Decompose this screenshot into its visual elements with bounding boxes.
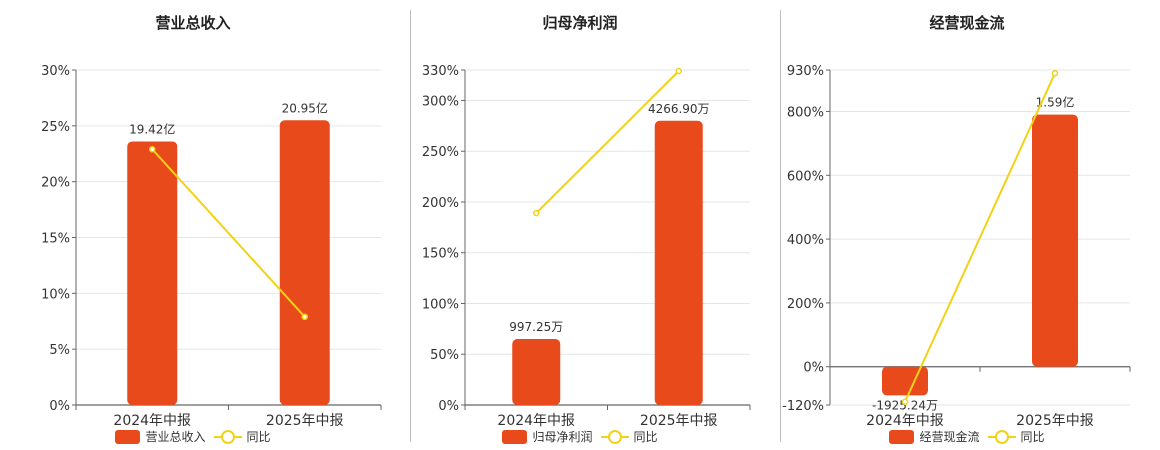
y-tick-label: 15% <box>41 232 70 247</box>
y-tick-label: 150% <box>422 247 459 262</box>
legend-bar-label: 经营现金流 <box>919 430 980 444</box>
line-point <box>301 313 308 321</box>
y-tick-label: 250% <box>422 145 459 160</box>
bar-data-label: -1925.24万 <box>872 398 938 412</box>
chart-title: 经营现金流 <box>929 14 1005 32</box>
legend-bar-swatch <box>889 429 915 444</box>
y-tick-label: 800% <box>787 105 824 120</box>
y-tick-label: 10% <box>41 287 70 302</box>
y-tick-label: 5% <box>49 343 70 358</box>
chart-svg-net-profit: 0% 50% 100% 150% 200% 250% 300% 330% 997.25万 4266… <box>422 64 751 429</box>
line-series <box>904 72 1056 403</box>
legend-line-icon <box>600 429 629 444</box>
y-tick-label: 300% <box>422 94 459 109</box>
x-tick-label: 2025年中报 <box>640 413 718 429</box>
bar <box>512 339 561 405</box>
y-tick-label: 930% <box>787 64 824 79</box>
y-tick-label: 100% <box>422 297 459 312</box>
y-tick-label: 30% <box>41 64 70 79</box>
x-tick-label: 2024年中报 <box>113 413 191 429</box>
line-series <box>151 148 306 318</box>
x-tick-label: 2025年中报 <box>266 413 344 429</box>
legend-item-line[interactable]: 同比 <box>987 428 1045 445</box>
bar <box>654 120 703 406</box>
legend-item-line[interactable]: 同比 <box>600 428 658 445</box>
chart-svg-revenue: 0% 5% 10% 15% 20% 25% 30% 19.42亿 20.95亿 2024年中报 20… <box>41 64 382 429</box>
line-point <box>675 67 682 75</box>
y-tick-label: 20% <box>41 176 70 191</box>
bar <box>127 141 178 405</box>
chart-svg-cash-flow: -120% 0% 200% 400% 600% 800% 930% -1925.24万 1.59… <box>782 64 1131 429</box>
legend-bar-label: 归母净利润 <box>532 430 593 444</box>
bar-data-label: 19.42亿 <box>129 121 175 136</box>
line-point <box>149 146 156 153</box>
legend: 营业总收入 同比 <box>0 428 386 445</box>
legend-line-icon <box>213 429 242 444</box>
y-tick-label: 25% <box>41 120 70 135</box>
panel-divider <box>410 10 411 442</box>
x-tick-label: 2024年中报 <box>866 413 944 429</box>
legend-item-bar[interactable]: 营业总收入 <box>115 428 206 445</box>
x-tick-label: 2024年中报 <box>497 413 575 429</box>
legend-line-label: 同比 <box>1020 430 1045 444</box>
legend-bar-label: 营业总收入 <box>145 430 206 444</box>
chart-panel-revenue: 营业总收入 0% 5% 10% 15% 20% 25% 30% 19.42亿 20.95亿 202… <box>0 0 386 450</box>
y-tick-label: 0% <box>438 399 459 414</box>
bar-data-label: 1.59亿 <box>1036 95 1075 110</box>
y-tick-label: 50% <box>430 348 459 363</box>
bar <box>1032 114 1078 367</box>
chart-title: 归母净利润 <box>542 14 618 32</box>
y-tick-label: 600% <box>787 169 824 184</box>
y-tick-label: -120% <box>782 399 824 414</box>
y-tick-label: 330% <box>422 64 459 79</box>
line-point <box>1051 69 1059 77</box>
y-tick-label: 200% <box>787 297 824 312</box>
y-tick-label: 0% <box>49 399 70 414</box>
legend-line-icon <box>987 429 1016 444</box>
x-tick-label: 2025年中报 <box>1016 413 1094 429</box>
y-tick-label: 400% <box>787 233 824 248</box>
legend-item-line[interactable]: 同比 <box>213 428 271 445</box>
chart-panel-net-profit: 归母净利润 0% 50% 100% 150% 200% 250% 300% 330% 997.2… <box>387 0 773 450</box>
line-series <box>535 70 680 214</box>
line-point <box>901 398 909 406</box>
legend-item-bar[interactable]: 经营现金流 <box>889 428 980 445</box>
legend-bar-swatch <box>115 429 141 444</box>
chart-panel-cash-flow: 经营现金流 -120% 0% 200% 400% 600% 800% 930% -1925.2… <box>774 0 1160 450</box>
legend-item-bar[interactable]: 归母净利润 <box>502 428 593 445</box>
y-tick-label: 200% <box>422 196 459 211</box>
bar <box>882 366 928 396</box>
legend-bar-swatch <box>502 429 528 444</box>
bar-data-label: 997.25万 <box>509 320 563 334</box>
legend-line-label: 同比 <box>246 430 271 444</box>
panel-divider <box>780 10 781 442</box>
legend-line-label: 同比 <box>633 430 658 444</box>
bar-data-label: 20.95亿 <box>282 100 328 115</box>
legend: 归母净利润 同比 <box>387 428 773 445</box>
line-point <box>533 209 540 217</box>
legend: 经营现金流 同比 <box>774 428 1160 445</box>
chart-title: 营业总收入 <box>155 14 231 32</box>
bar-data-label: 4266.90万 <box>648 102 710 116</box>
bar <box>279 120 330 405</box>
y-tick-label: 0% <box>803 361 824 376</box>
